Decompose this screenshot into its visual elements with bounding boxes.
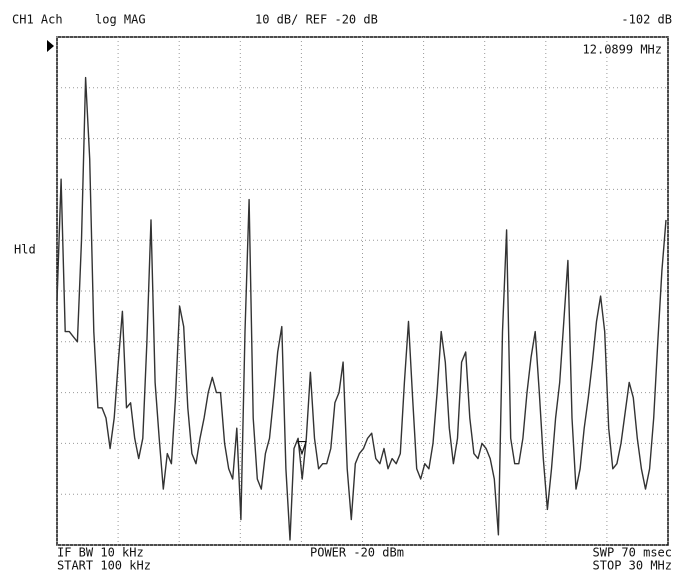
start: START 100 kHz bbox=[57, 559, 151, 573]
reference-pointer bbox=[47, 40, 54, 52]
marker-freq: 12.0899 MHz bbox=[583, 43, 662, 57]
stop: STOP 30 MHz bbox=[593, 559, 672, 573]
marker bbox=[297, 440, 307, 456]
format: log MAG bbox=[95, 13, 146, 27]
trace bbox=[56, 76, 667, 541]
scale: 10 dB/ REF -20 dB bbox=[255, 13, 378, 27]
hold: Hld bbox=[14, 243, 36, 257]
sweep: SWP 70 msec bbox=[593, 546, 672, 560]
if-bw: IF BW 10 kHz bbox=[57, 546, 144, 560]
channel: CH1 Ach bbox=[12, 13, 63, 27]
power: POWER -20 dBm bbox=[310, 546, 404, 560]
marker-value: -102 dB bbox=[621, 13, 672, 27]
